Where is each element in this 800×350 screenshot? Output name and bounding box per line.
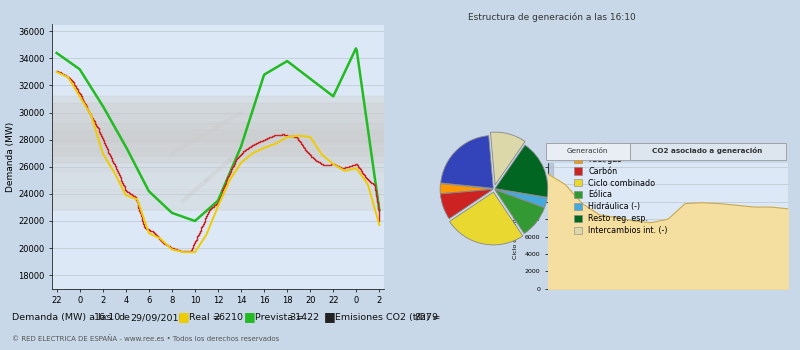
Circle shape — [0, 150, 800, 169]
FancyBboxPatch shape — [546, 143, 630, 160]
Circle shape — [0, 191, 800, 210]
Circle shape — [0, 96, 800, 115]
Bar — [548, 163, 553, 289]
Circle shape — [0, 137, 800, 156]
Text: 26210: 26210 — [213, 313, 243, 322]
Wedge shape — [441, 189, 493, 219]
Text: ■: ■ — [178, 310, 190, 323]
Circle shape — [0, 171, 800, 190]
Text: 29/09/2010: 29/09/2010 — [130, 313, 185, 322]
Wedge shape — [495, 190, 544, 233]
Wedge shape — [495, 189, 547, 208]
Text: Prevista =: Prevista = — [255, 313, 304, 322]
Circle shape — [0, 103, 800, 122]
Text: Demanda (MW) a las: Demanda (MW) a las — [12, 313, 111, 322]
Circle shape — [0, 124, 800, 142]
Circle shape — [0, 130, 800, 149]
Text: Emisiones CO2 (t/h) =: Emisiones CO2 (t/h) = — [335, 313, 441, 322]
Text: ■: ■ — [324, 310, 336, 323]
Text: ■: ■ — [244, 310, 256, 323]
Y-axis label: Ciclo combinado MW: Ciclo combinado MW — [513, 193, 518, 259]
Wedge shape — [440, 184, 493, 194]
Circle shape — [0, 144, 800, 163]
Text: Real =: Real = — [189, 313, 221, 322]
Wedge shape — [450, 192, 522, 245]
Text: © RED ELECTRICA DE ESPAÑA - www.ree.es • Todos los derechos reservados: © RED ELECTRICA DE ESPAÑA - www.ree.es •… — [12, 336, 279, 342]
Text: 31422: 31422 — [290, 313, 320, 322]
Wedge shape — [495, 145, 548, 197]
FancyBboxPatch shape — [630, 143, 786, 160]
Text: CO2 asociado a generación: CO2 asociado a generación — [653, 147, 762, 154]
Text: 8279: 8279 — [414, 313, 438, 322]
Wedge shape — [441, 136, 494, 188]
Y-axis label: Demanda (MW): Demanda (MW) — [6, 121, 15, 192]
Text: Estructura de generación a las 16:10: Estructura de generación a las 16:10 — [468, 12, 636, 22]
Text: de: de — [118, 313, 130, 322]
Text: Generación: Generación — [567, 148, 608, 154]
Wedge shape — [490, 132, 525, 185]
Legend: Nuclear, Fuel/gas, Carbón, Ciclo combinado, Eólica, Hidráulica (-), Resto reg. e: Nuclear, Fuel/gas, Carbón, Ciclo combina… — [570, 140, 671, 238]
Circle shape — [0, 124, 800, 142]
Text: 16:10: 16:10 — [94, 313, 121, 322]
Circle shape — [0, 117, 800, 135]
